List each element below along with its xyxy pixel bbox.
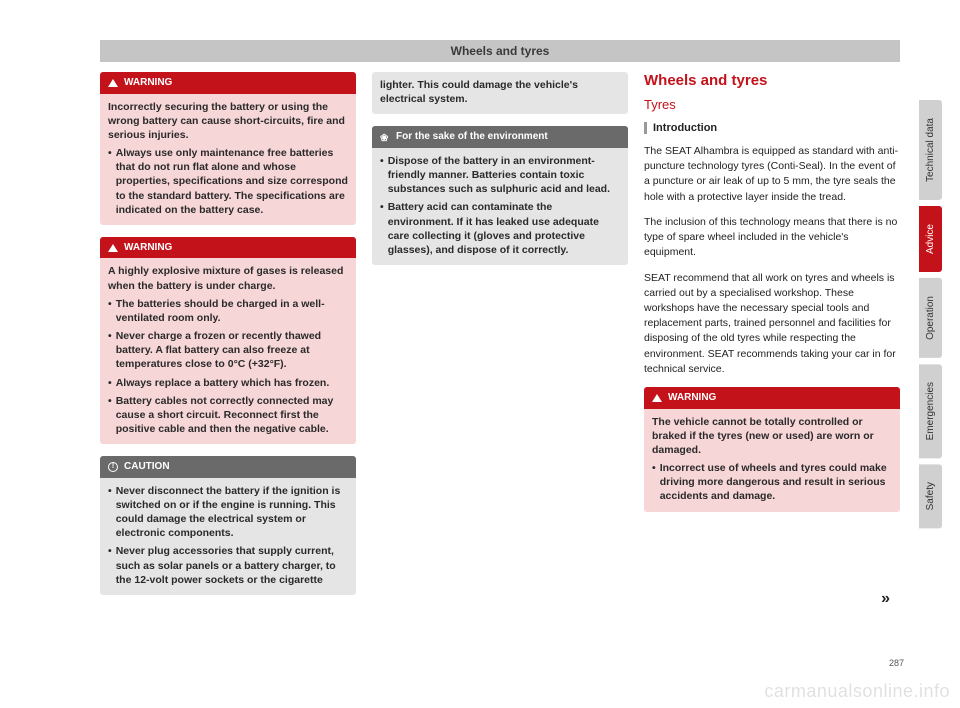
content-columns: WARNING Incorrectly securing the battery… xyxy=(0,72,960,708)
section-title: Wheels and tyres xyxy=(644,72,900,89)
warning-bullet: The batteries should be charged in a wel… xyxy=(116,297,348,325)
warning-box: WARNING Incorrectly securing the battery… xyxy=(100,72,356,225)
warning-bullet: Always replace a battery which has froze… xyxy=(116,376,330,390)
subsection-title: Introduction xyxy=(644,122,900,134)
column-1: WARNING Incorrectly securing the battery… xyxy=(100,72,356,708)
environment-bullet: Dispose of the battery in an environment… xyxy=(388,154,620,197)
tab-technical-data[interactable]: Technical data xyxy=(919,100,942,200)
body-paragraph: The inclusion of this technology means t… xyxy=(644,215,900,261)
warning-icon xyxy=(108,244,118,252)
warning-box: WARNING The vehicle cannot be totally co… xyxy=(644,387,900,512)
warning-body: The vehicle cannot be totally controlled… xyxy=(644,409,900,512)
warning-label: WARNING xyxy=(668,391,716,405)
tab-emergencies[interactable]: Emergencies xyxy=(919,364,942,458)
warning-text: Incorrectly securing the battery or usin… xyxy=(108,100,348,143)
tab-advice[interactable]: Advice xyxy=(919,206,942,272)
body-paragraph: SEAT recommend that all work on tyres an… xyxy=(644,271,900,378)
page-number: 287 xyxy=(889,658,904,668)
warning-body: A highly explosive mixture of gases is r… xyxy=(100,258,356,444)
continue-marker: » xyxy=(881,590,890,608)
section: Wheels and tyres Tyres Introduction The … xyxy=(644,72,900,512)
page-header: Wheels and tyres xyxy=(100,40,900,62)
warning-label: WARNING xyxy=(124,76,172,90)
caution-icon: ! xyxy=(108,462,118,472)
body-paragraph: The SEAT Alhambra is equipped as standar… xyxy=(644,144,900,205)
warning-bullet: Never charge a frozen or recently thawed… xyxy=(116,329,348,372)
warning-bullet: Incorrect use of wheels and tyres could … xyxy=(660,461,892,504)
continuation-text: lighter. This could damage the vehicle's… xyxy=(380,78,620,106)
warning-bullet: Battery cables not correctly connected m… xyxy=(116,394,348,437)
column-3: Wheels and tyres Tyres Introduction The … xyxy=(644,72,900,708)
warning-box: WARNING A highly explosive mixture of ga… xyxy=(100,237,356,444)
warning-header: WARNING xyxy=(644,387,900,409)
leaf-icon: ❀ xyxy=(380,132,390,142)
warning-body: Incorrectly securing the battery or usin… xyxy=(100,94,356,225)
caution-body: Never disconnect the battery if the igni… xyxy=(100,478,356,595)
warning-header: WARNING xyxy=(100,237,356,259)
warning-bullet: Always use only maintenance free batteri… xyxy=(116,146,348,217)
caution-header: ! CAUTION xyxy=(100,456,356,478)
caution-bullet: Never plug accessories that supply curre… xyxy=(116,544,348,587)
warning-text: The vehicle cannot be totally controlled… xyxy=(652,415,892,458)
warning-icon xyxy=(652,394,662,402)
caution-bullet: Never disconnect the battery if the igni… xyxy=(116,484,348,541)
caution-label: CAUTION xyxy=(124,460,170,474)
watermark: carmanualsonline.info xyxy=(764,681,950,702)
tab-safety[interactable]: Safety xyxy=(919,464,942,528)
continuation-box: lighter. This could damage the vehicle's… xyxy=(372,72,628,114)
environment-box: ❀ For the sake of the environment Dispos… xyxy=(372,126,628,265)
side-tabs: Technical data Advice Operation Emergenc… xyxy=(919,100,942,529)
environment-bullet: Battery acid can contaminate the environ… xyxy=(388,200,620,257)
environment-header: ❀ For the sake of the environment xyxy=(372,126,628,148)
environment-body: Dispose of the battery in an environment… xyxy=(372,148,628,265)
column-2: lighter. This could damage the vehicle's… xyxy=(372,72,628,708)
caution-box: ! CAUTION Never disconnect the battery i… xyxy=(100,456,356,595)
environment-label: For the sake of the environment xyxy=(396,130,548,144)
tab-operation[interactable]: Operation xyxy=(919,278,942,358)
warning-label: WARNING xyxy=(124,241,172,255)
section-subtitle: Tyres xyxy=(644,97,900,112)
warning-header: WARNING xyxy=(100,72,356,94)
header-title: Wheels and tyres xyxy=(451,44,550,58)
warning-icon xyxy=(108,79,118,87)
warning-text: A highly explosive mixture of gases is r… xyxy=(108,264,348,292)
manual-page: Wheels and tyres WARNING Incorrectly sec… xyxy=(0,0,960,708)
continuation-body: lighter. This could damage the vehicle's… xyxy=(372,72,628,114)
